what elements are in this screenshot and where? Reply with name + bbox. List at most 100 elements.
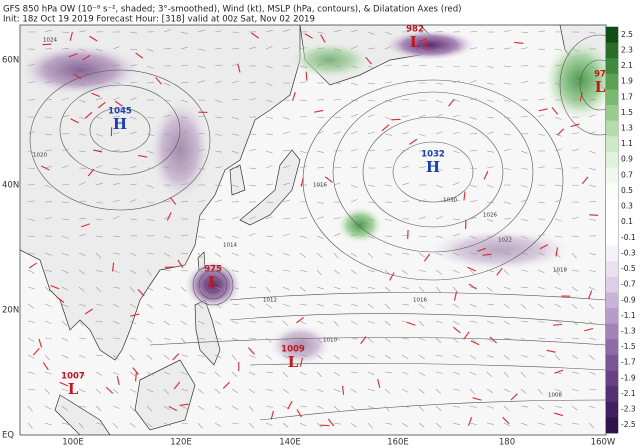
wind-barb <box>537 48 545 50</box>
wind-barb <box>44 371 52 375</box>
wind-barb <box>248 303 255 309</box>
wind-barb <box>146 201 154 204</box>
wind-barb <box>571 354 578 360</box>
wind-barb <box>316 252 323 258</box>
wind-barb <box>333 29 341 33</box>
wind-barb <box>486 303 494 306</box>
wind-barb <box>299 269 307 273</box>
wind-barb <box>469 150 478 152</box>
wind-barb <box>95 286 102 293</box>
wind-barb <box>231 184 239 188</box>
colorbar-swatch <box>606 339 618 356</box>
wind-barb <box>282 303 290 307</box>
dilatation-axis <box>546 349 556 353</box>
wind-barb <box>537 234 545 237</box>
wind-barb <box>146 252 154 255</box>
wind-barb <box>435 82 443 85</box>
wind-barb <box>231 133 239 136</box>
wind-barb <box>571 235 579 238</box>
dilatation-axis <box>116 376 120 386</box>
wind-barb <box>299 422 307 427</box>
wind-barb <box>486 116 494 119</box>
dilatation-axis <box>105 386 114 394</box>
wind-barb <box>537 166 545 169</box>
wind-barb <box>588 371 596 375</box>
wind-barb <box>129 183 137 186</box>
wind-barb <box>44 149 52 152</box>
wind-barb <box>520 252 528 255</box>
wind-barb <box>350 337 358 340</box>
wind-barb <box>571 216 579 220</box>
wind-barb <box>214 133 222 136</box>
wind-barb <box>520 116 529 118</box>
center-value: 1045 <box>108 107 132 117</box>
wind-barb <box>435 131 443 135</box>
wind-barb <box>231 303 239 306</box>
wind-barb <box>248 337 256 340</box>
wind-barb <box>163 371 171 375</box>
contour-label: 1016 <box>413 298 427 304</box>
wind-barb <box>214 320 222 325</box>
wind-barb <box>503 82 511 85</box>
wind-barb <box>95 371 103 376</box>
wind-barb <box>571 80 579 84</box>
wind-barb <box>401 286 409 289</box>
wind-barb <box>571 132 579 135</box>
dilatation-axis <box>169 197 177 205</box>
wind-barb <box>27 235 35 238</box>
wind-barb <box>350 303 358 307</box>
wind-barb <box>95 235 103 238</box>
wind-barb <box>146 116 154 119</box>
wind-barb <box>469 132 477 135</box>
dilatation-axis <box>69 31 73 41</box>
wind-barb <box>95 165 103 169</box>
wind-barb <box>282 269 290 272</box>
colorbar-label: -2.1 <box>621 389 636 398</box>
wind-barb <box>486 286 493 292</box>
wind-barb <box>537 252 545 256</box>
dilatation-axis <box>539 244 549 250</box>
wind-barb <box>265 99 273 103</box>
dilatation-axis <box>84 308 93 315</box>
wind-barb <box>316 371 323 378</box>
wind-barb <box>61 252 69 256</box>
wind-barb <box>214 388 221 394</box>
wind-barb <box>401 337 409 340</box>
wind-barb <box>384 116 392 120</box>
wind-barb <box>554 64 562 67</box>
wind-barb <box>503 47 511 50</box>
wind-barb <box>588 65 596 69</box>
wind-barb <box>384 388 391 394</box>
contour-label: 1012 <box>263 298 277 304</box>
wind-barb <box>435 48 443 52</box>
wind-barb <box>384 320 391 326</box>
wind-barb <box>282 233 290 237</box>
colorbar-swatch <box>606 214 618 231</box>
wind-barb <box>469 422 477 426</box>
wind-barb <box>61 235 69 239</box>
wind-barb <box>435 31 444 33</box>
wind-barb <box>231 320 239 324</box>
wind-barb <box>554 167 562 170</box>
wind-barb <box>112 252 120 255</box>
wind-barb <box>231 252 239 256</box>
wind-barb <box>197 371 205 374</box>
wind-barb <box>588 422 595 429</box>
dilatation-axis <box>453 291 458 301</box>
wind-barb <box>367 405 375 409</box>
wind-barb <box>95 133 103 137</box>
dilatation-axis <box>305 71 308 81</box>
wind-barb <box>299 371 307 376</box>
wind-barb <box>469 167 477 170</box>
wind-barb <box>197 405 205 411</box>
wind-barb <box>367 371 375 376</box>
wind-barb <box>503 388 511 393</box>
wind-barb <box>367 99 375 102</box>
wind-barb <box>231 116 239 120</box>
wind-barb <box>214 64 222 67</box>
dilatation-axis <box>93 149 103 153</box>
wind-barb <box>350 114 358 118</box>
wind-barb <box>333 167 341 169</box>
wind-barb <box>537 337 545 340</box>
wind-barb <box>129 48 137 51</box>
